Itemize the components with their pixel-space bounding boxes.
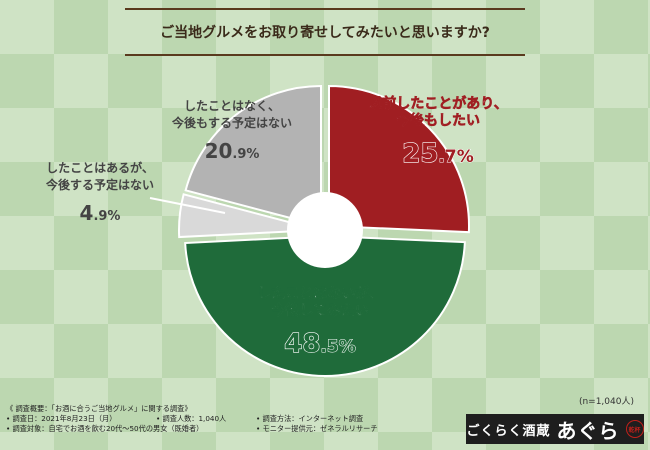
notes-provider: • モニター提供元：ゼネラルリサーチ: [256, 424, 378, 433]
slice-never-no-plan: [184, 84, 322, 228]
label-never-no-plan-line: 今後もする予定はない: [171, 115, 292, 130]
notes-count: • 調査人数：1,040人: [156, 414, 227, 423]
slice-done-no-plan: [178, 193, 320, 239]
slice-want-again: [328, 84, 470, 234]
donut-hole: [287, 192, 363, 268]
leader-line: [149, 197, 226, 214]
slice-want-to-try: [184, 234, 466, 378]
label-never-no-plan-line: したことはなく、: [184, 99, 280, 113]
logo-seal: 乾杯: [625, 420, 644, 438]
title-frame: ご当地グルメをお取り寄せしてみたいと思いますか?: [125, 8, 525, 56]
notes-date: • 調査日：2021年8月23日（月）: [6, 414, 117, 423]
label-want-again-line: 以前したことがあり、: [368, 95, 507, 112]
label-done-no-plan-line: 今後する予定はない: [45, 177, 154, 192]
data-label-want-again: 25.7%: [402, 139, 474, 169]
data-label-want-to-try: 48.5%: [284, 329, 356, 359]
notes-heading: 《 調査概要：「お酒に合うご当地グルメ」に関する調査》: [6, 404, 192, 413]
label-want-to-try-line: 今後してみたい: [270, 302, 369, 319]
notes-method: • 調査方法：インターネット調査: [256, 414, 364, 423]
label-want-to-try-line: したことはないが、: [257, 285, 383, 302]
notes-row: • 調査対象：自宅でお酒を飲む20代〜50代の男女（既婚者） • モニター提供元…: [6, 424, 466, 434]
data-label-never-no-plan: 20.9%: [205, 139, 260, 163]
survey-notes: 《 調査概要：「お酒に合うご当地グルメ」に関する調査》 • 調査日：2021年8…: [6, 404, 466, 434]
notes-row-heading: 《 調査概要：「お酒に合うご当地グルメ」に関する調査》: [6, 404, 466, 414]
chart-title: ご当地グルメをお取り寄せしてみたいと思いますか?: [160, 25, 490, 41]
brand-logo: ごくらく酒蔵 あぐら 乾杯: [466, 414, 644, 444]
notes-target: • 調査対象：自宅でお酒を飲む20代〜50代の男女（既婚者）: [6, 424, 204, 433]
logo-small-text: ごくらく酒蔵: [466, 423, 551, 439]
notes-row: • 調査日：2021年8月23日（月） • 調査人数：1,040人 • 調査方法…: [6, 414, 466, 424]
label-done-no-plan-line: したことはあるが、: [46, 160, 154, 175]
sample-size: (n=1,040人): [578, 397, 634, 407]
data-label-done-no-plan: 4.9%: [80, 201, 121, 225]
label-want-again-line: 今後もしたい: [395, 112, 480, 129]
logo-big-text: あぐら: [556, 418, 620, 443]
